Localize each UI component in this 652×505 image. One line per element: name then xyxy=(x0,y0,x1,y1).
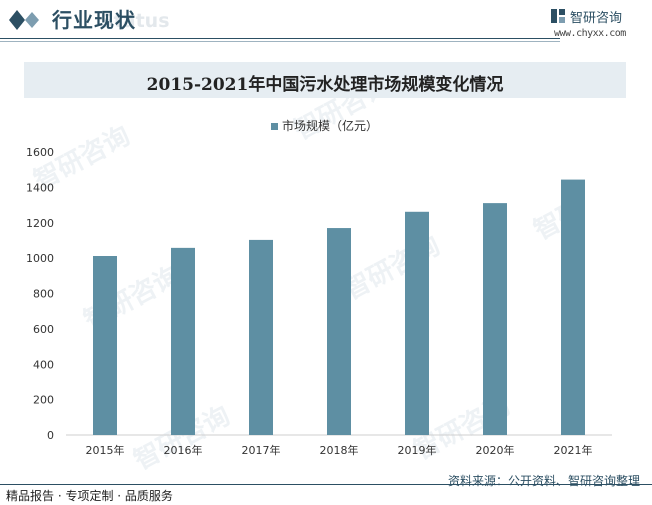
legend-label: 市场规模（亿元） xyxy=(282,118,378,133)
header-diamond-icon xyxy=(9,10,39,30)
header-divider-secondary xyxy=(0,41,560,42)
bar xyxy=(93,256,117,435)
bar-series xyxy=(93,179,585,435)
bar xyxy=(249,239,273,435)
x-tick-label: 2016年 xyxy=(164,443,203,457)
page-header: Status 行业现状 智研咨询 www.chyxx.com xyxy=(0,0,652,42)
x-tick-label: 2018年 xyxy=(320,443,359,457)
y-tick-label: 200 xyxy=(33,394,54,407)
x-axis: 2015年 2016年 2017年 2018年 2019年 2020年 2021年 xyxy=(86,443,593,457)
bar xyxy=(561,179,585,435)
page-footer: 精品报告 · 专项定制 · 品质服务 xyxy=(0,480,652,505)
x-tick-label: 2021年 xyxy=(554,443,593,457)
y-tick-label: 400 xyxy=(33,358,54,371)
x-tick-label: 2015年 xyxy=(86,443,125,457)
section-title: 行业现状 xyxy=(52,8,136,32)
x-tick-label: 2019年 xyxy=(398,443,437,457)
bar xyxy=(483,203,507,435)
chart-title: 2015-2021年中国污水处理市场规模变化情况 xyxy=(146,75,504,95)
chart-legend: 市场规模（亿元） xyxy=(271,118,378,133)
bar xyxy=(171,247,195,435)
y-tick-label: 1400 xyxy=(26,181,54,194)
y-tick-label: 600 xyxy=(33,323,54,336)
footer-divider xyxy=(0,484,652,485)
brand-name: 智研咨询 xyxy=(570,11,623,26)
y-tick-label: 1600 xyxy=(26,146,54,159)
bar xyxy=(327,228,351,435)
header-divider xyxy=(0,38,560,39)
brand-block: 智研咨询 www.chyxx.com xyxy=(548,6,644,42)
y-tick-label: 1000 xyxy=(26,252,54,265)
y-tick-label: 0 xyxy=(47,429,54,442)
x-tick-label: 2020年 xyxy=(476,443,515,457)
y-tick-label: 1200 xyxy=(26,217,54,230)
bar xyxy=(405,211,429,435)
x-tick-label: 2017年 xyxy=(242,443,281,457)
brand-url: www.chyxx.com xyxy=(554,28,626,39)
footer-slogan: 精品报告 · 专项定制 · 品质服务 xyxy=(6,489,173,503)
y-axis: 0 200 400 600 800 1000 1200 1400 1600 xyxy=(26,146,54,442)
chart-title-band: 2015-2021年中国污水处理市场规模变化情况 xyxy=(24,62,626,98)
header-ghost-text: Status xyxy=(100,10,170,32)
chyxx-logo-icon xyxy=(551,9,565,23)
y-tick-label: 800 xyxy=(33,288,54,301)
legend-swatch xyxy=(271,123,278,130)
